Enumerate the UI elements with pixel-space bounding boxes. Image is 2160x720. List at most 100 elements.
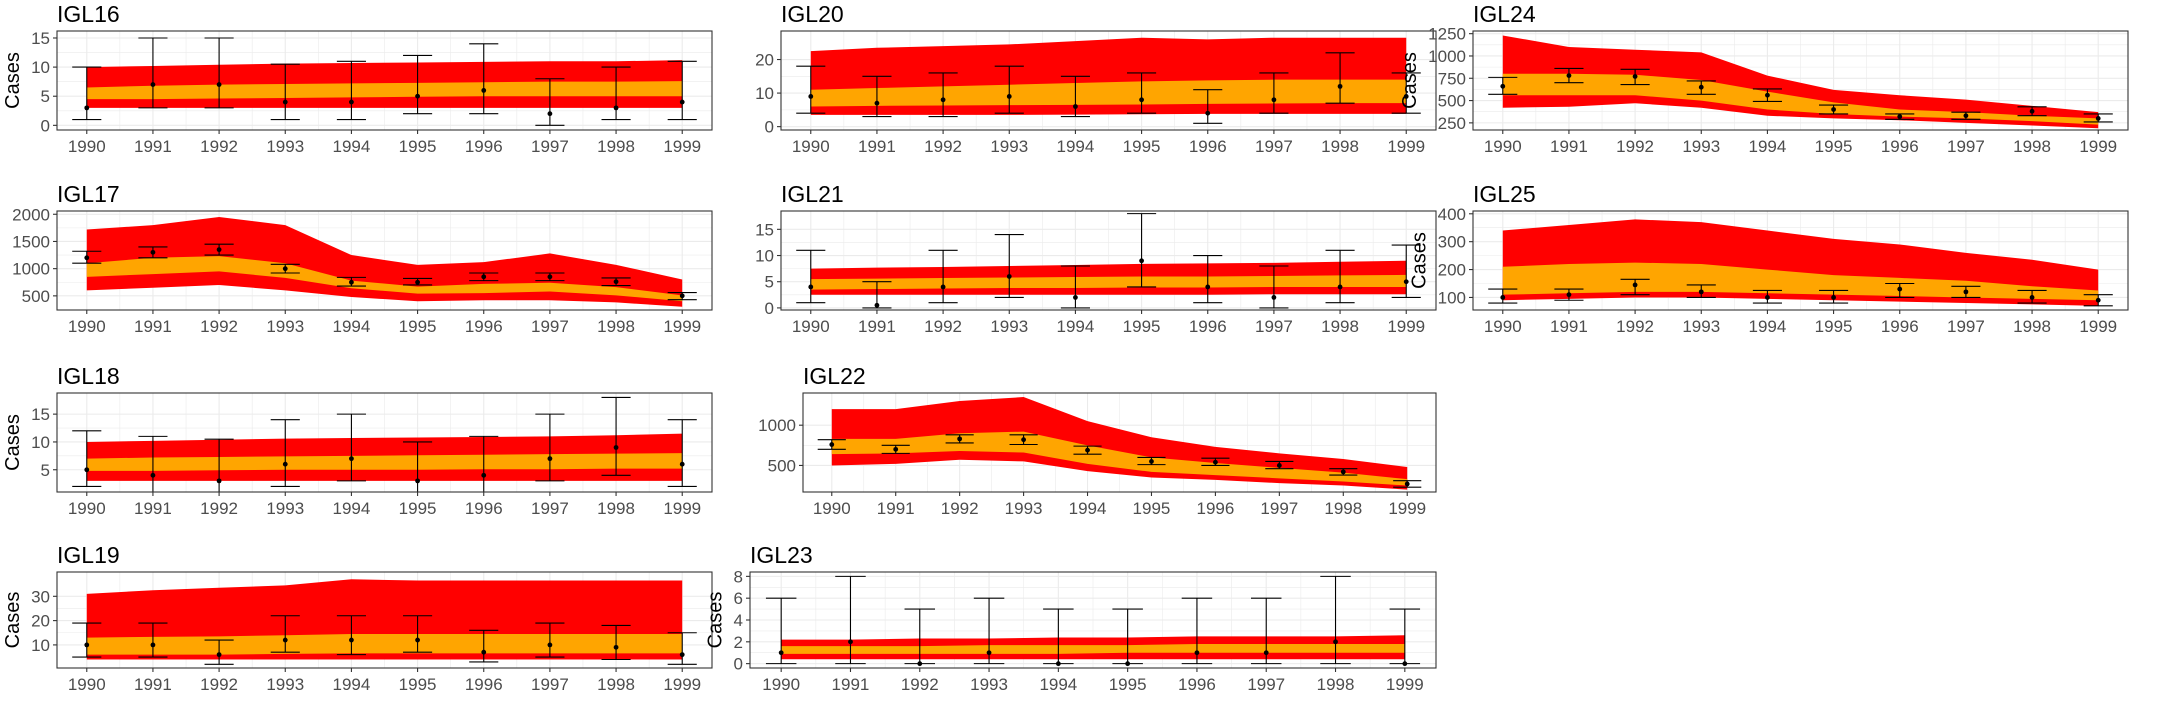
data-point xyxy=(349,279,354,285)
x-tick-label: 1991 xyxy=(832,675,870,694)
error-bars xyxy=(1488,67,2113,123)
error-bars xyxy=(796,213,1421,309)
data-point xyxy=(613,644,619,650)
data-point xyxy=(84,105,90,111)
data-point xyxy=(1085,447,1090,453)
error-bars xyxy=(72,243,697,301)
data-point xyxy=(150,642,156,648)
data-point xyxy=(1271,97,1277,103)
x-tick-label: 1993 xyxy=(266,317,304,336)
panel-border xyxy=(1472,30,2129,131)
y-tick-label: 0 xyxy=(41,116,50,135)
inner-band xyxy=(810,79,1407,107)
data-point xyxy=(84,642,90,648)
data-point xyxy=(1632,282,1638,288)
error-bars xyxy=(72,615,697,665)
x-tick-label: 1990 xyxy=(792,137,830,156)
panel-border xyxy=(780,30,1437,131)
x-tick-label: 1991 xyxy=(858,317,896,336)
y-tick-label: 10 xyxy=(31,58,50,77)
x-tick-label: 1998 xyxy=(1321,137,1359,156)
data-point xyxy=(1205,110,1211,116)
data-point xyxy=(1271,295,1277,300)
data-point xyxy=(1403,279,1409,285)
x-tick-label: 1990 xyxy=(68,137,106,156)
inner-band xyxy=(86,256,683,302)
panel-igl22: 1990 1991 1992 1993 1994 1995 1996 1997 1998 1999… xyxy=(758,363,1437,518)
x-tick-label: 1993 xyxy=(266,675,304,694)
data-point xyxy=(282,637,288,643)
x-tick-label: 1998 xyxy=(1321,317,1359,336)
y-tick-label: 2000 xyxy=(12,205,50,224)
x-tick-label: 1999 xyxy=(1387,317,1425,336)
x-tick-label: 1996 xyxy=(465,499,503,518)
data-point xyxy=(150,472,156,478)
x-tick-label: 1994 xyxy=(1057,137,1095,156)
x-tick-label: 1990 xyxy=(762,675,800,694)
data-point xyxy=(84,467,90,473)
data-point xyxy=(848,639,853,645)
data-point xyxy=(874,302,880,308)
x-tick-label: 1996 xyxy=(1196,499,1234,518)
y-tick-label: 5 xyxy=(41,87,50,106)
x-tick-label: 1994 xyxy=(333,317,371,336)
data-point xyxy=(679,293,685,299)
x-tick-label: 1992 xyxy=(1616,317,1654,336)
x-tick-label: 1993 xyxy=(266,499,304,518)
panel-igl23: 1990 1991 1992 1993 1994 1995 1996 1997 1998 1999… xyxy=(705,542,1437,694)
data-point xyxy=(2029,108,2035,114)
x-tick-label: 1990 xyxy=(813,499,851,518)
panel-title: IGL25 xyxy=(1473,181,1536,207)
panel-title: IGL16 xyxy=(57,1,120,27)
data-point xyxy=(150,249,156,255)
x-tick-label: 1992 xyxy=(941,499,979,518)
data-point xyxy=(1139,97,1144,103)
data-point xyxy=(481,472,487,478)
x-tick-label: 1999 xyxy=(2079,317,2117,336)
x-tick-label: 1997 xyxy=(1260,499,1298,518)
inner-band xyxy=(1502,262,2099,301)
panel-title: IGL23 xyxy=(750,542,813,568)
panel-title: IGL17 xyxy=(57,181,120,207)
data-point xyxy=(1006,94,1012,99)
error-bars xyxy=(765,575,1421,667)
x-tick-label: 1996 xyxy=(1189,317,1227,336)
y-tick-label: 10 xyxy=(755,247,774,266)
x-tick-label: 1991 xyxy=(1550,317,1588,336)
x-tick-label: 1997 xyxy=(1255,137,1293,156)
x-tick-label: 1990 xyxy=(1484,137,1522,156)
x-tick-label: 1991 xyxy=(858,137,896,156)
x-tick-label: 1994 xyxy=(1749,317,1787,336)
y-tick-label: 500 xyxy=(768,456,796,475)
data-point xyxy=(1340,469,1346,475)
x-tick-label: 1998 xyxy=(597,675,635,694)
x-tick-label: 1995 xyxy=(1109,675,1147,694)
x-tick-label: 1999 xyxy=(1388,499,1426,518)
x-tick-label: 1997 xyxy=(1255,317,1293,336)
x-tick-label: 1998 xyxy=(597,499,635,518)
y-tick-label: 250 xyxy=(1438,114,1466,133)
y-tick-label: 5 xyxy=(765,273,774,292)
inner-band xyxy=(810,274,1407,290)
x-tick-label: 1993 xyxy=(990,317,1028,336)
data-point xyxy=(1500,83,1506,89)
data-point xyxy=(874,100,880,106)
inner-band xyxy=(86,633,683,655)
data-point xyxy=(216,652,222,658)
y-tick-label: 15 xyxy=(31,405,50,424)
data-point xyxy=(613,105,619,111)
y-tick-label: 15 xyxy=(755,220,774,239)
x-tick-label: 1992 xyxy=(200,675,238,694)
data-point xyxy=(1055,661,1061,667)
x-tick-label: 1993 xyxy=(1682,317,1720,336)
outer-band xyxy=(1502,35,2099,129)
data-point xyxy=(1337,284,1343,290)
y-tick-label: 1500 xyxy=(12,232,50,251)
data-point xyxy=(481,88,487,93)
panel-border xyxy=(780,210,1437,311)
y-axis-label: Cases xyxy=(2,52,24,109)
x-tick-label: 1994 xyxy=(1749,137,1787,156)
data-point xyxy=(893,446,899,452)
error-bars xyxy=(72,37,697,126)
x-tick-label: 1991 xyxy=(134,675,172,694)
